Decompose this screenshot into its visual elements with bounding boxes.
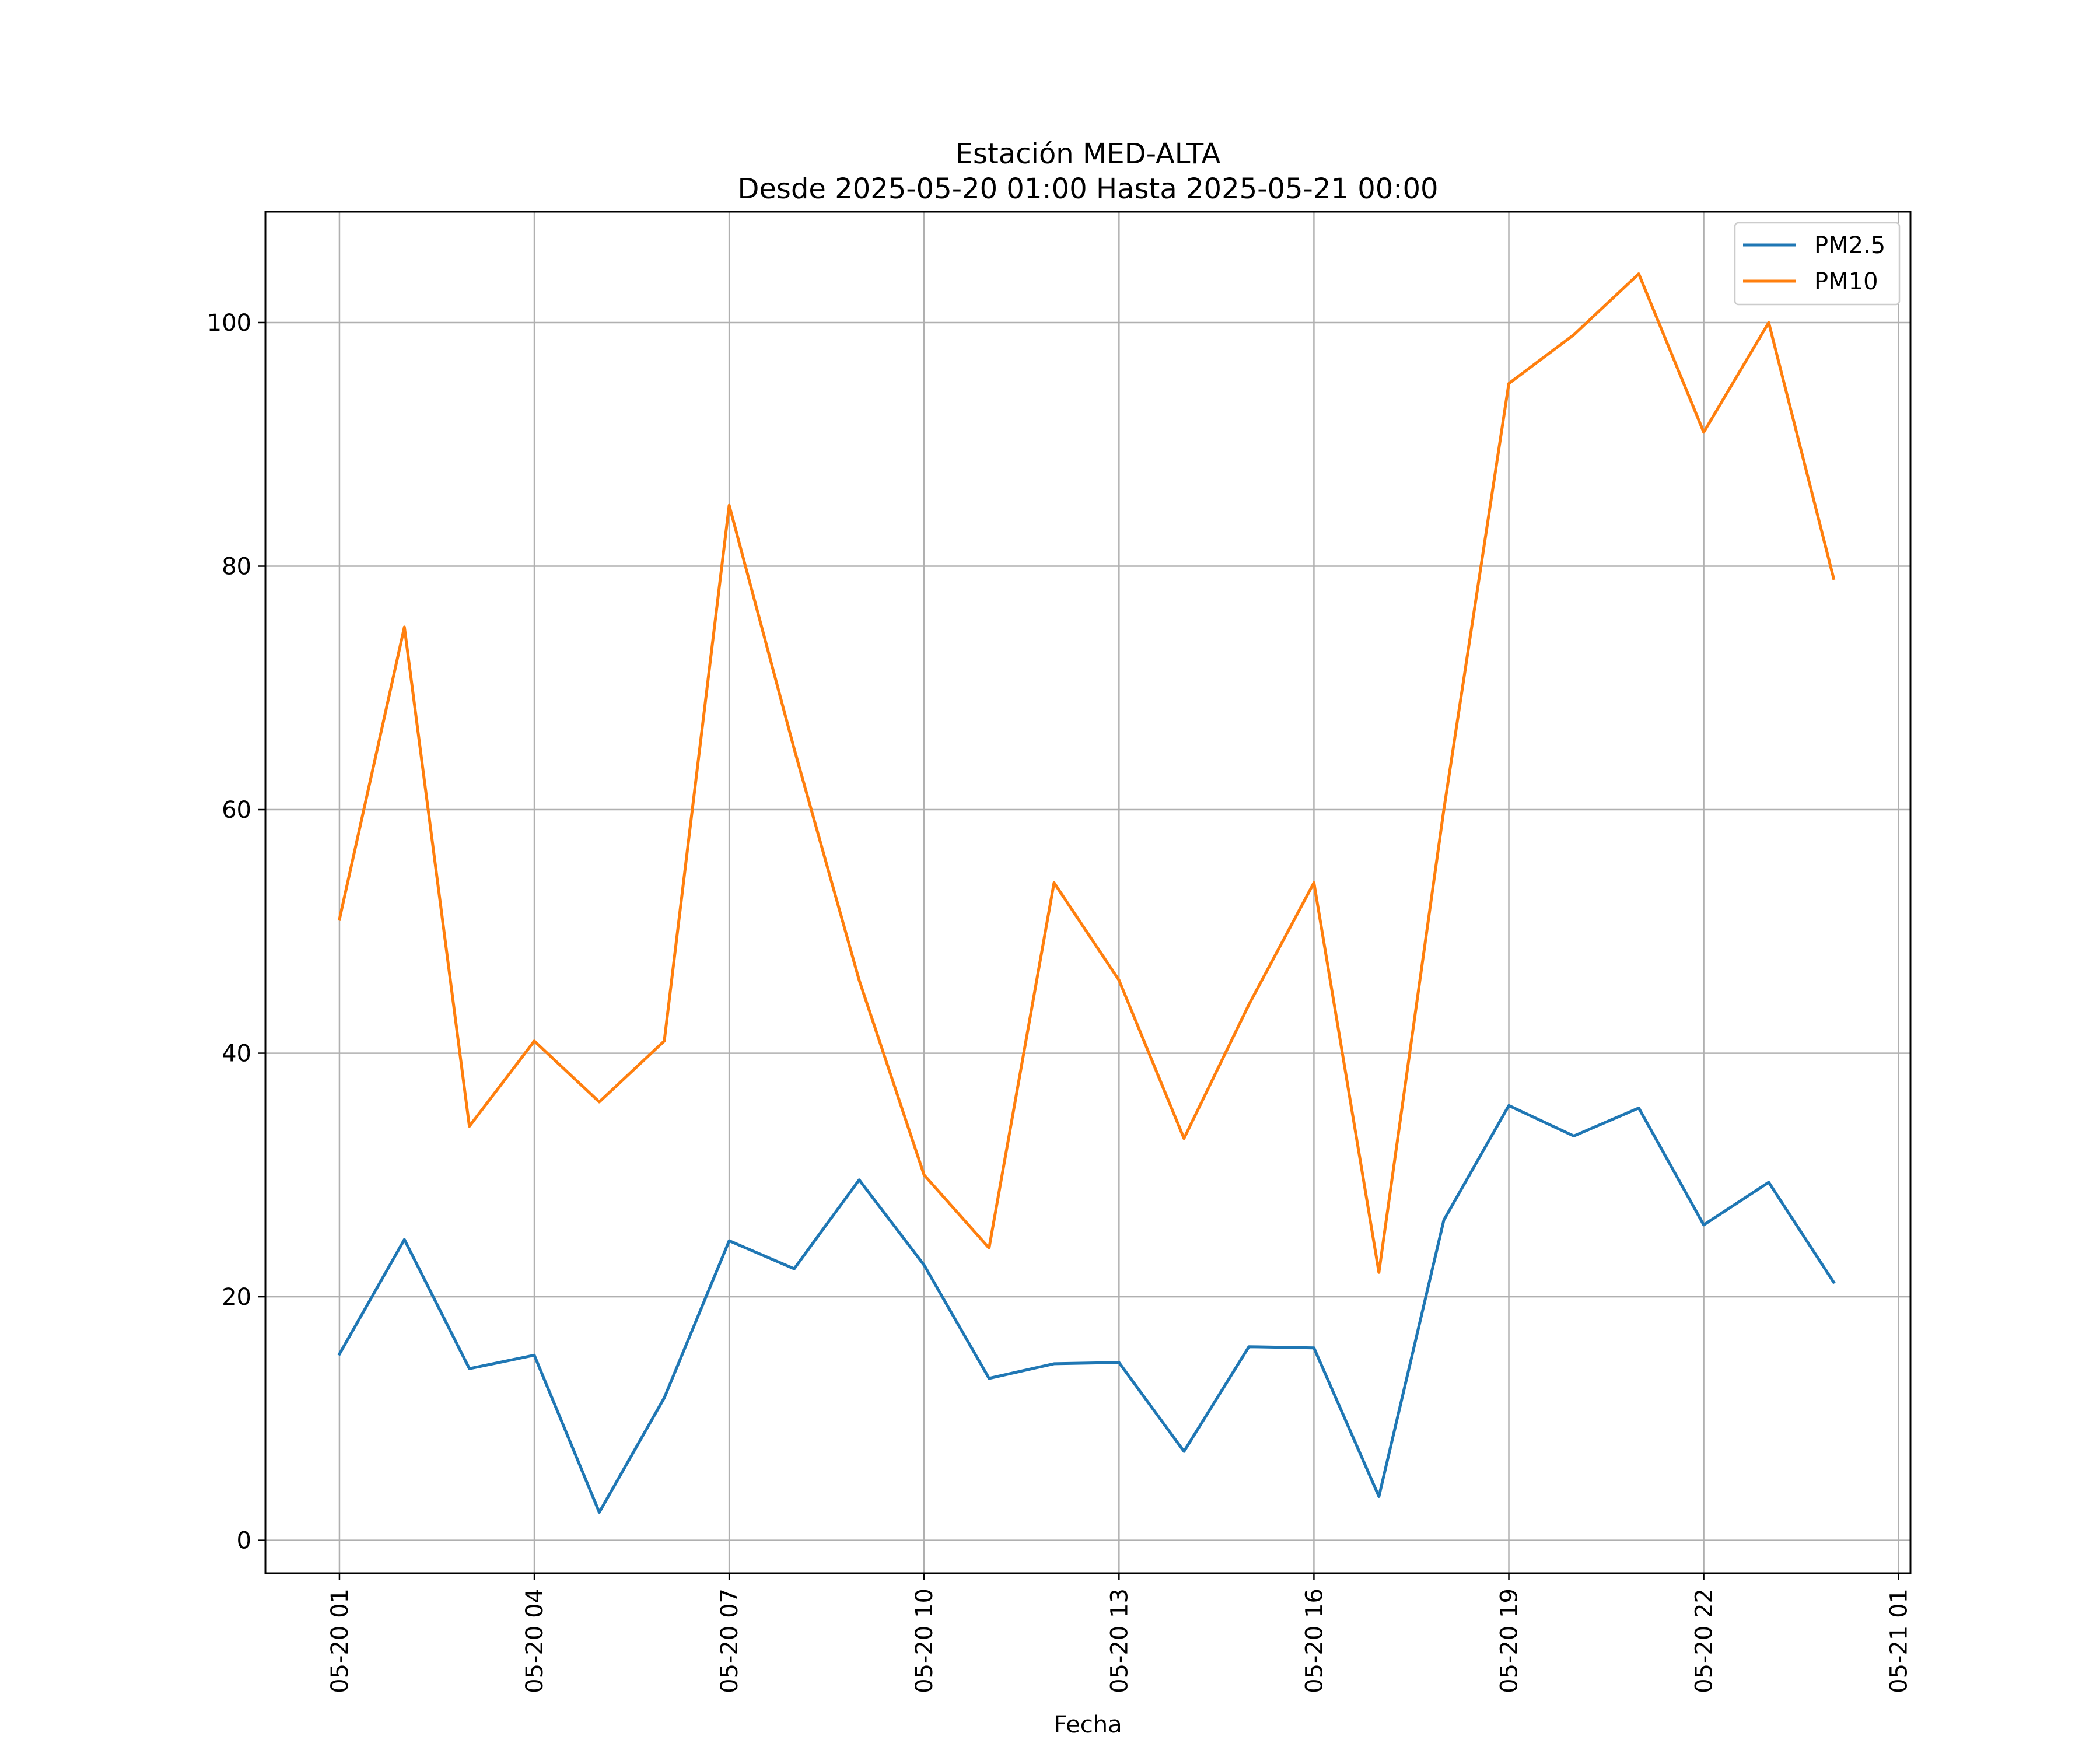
- x-tick-label: 05-20 19: [1496, 1588, 1523, 1693]
- grid-lines: [265, 212, 1910, 1573]
- series-lines: [337, 272, 1836, 1514]
- x-tick-label: 05-20 04: [522, 1588, 548, 1693]
- plot-frame: [264, 211, 1912, 1574]
- y-tick-label: 0: [237, 1528, 251, 1555]
- legend-label-pm25: PM2.5: [1814, 232, 1885, 259]
- series-line-pm10: [338, 272, 1836, 1274]
- chart-subtitle: Desde 2025-05-20 01:00 Hasta 2025-05-21 …: [737, 173, 1438, 205]
- series-line-pm25: [337, 1104, 1836, 1514]
- x-tick-label: 05-20 10: [911, 1588, 938, 1693]
- x-tick-label: 05-20 01: [327, 1588, 354, 1693]
- y-tick-label: 40: [222, 1041, 251, 1068]
- x-tick-label: 05-20 16: [1301, 1588, 1328, 1693]
- x-axis-label: Fecha: [1054, 1712, 1122, 1738]
- y-tick-label: 60: [222, 797, 251, 824]
- chart-title: Estación MED-ALTA: [956, 138, 1221, 170]
- y-tick-label: 100: [207, 310, 251, 337]
- x-tick-label: 05-20 22: [1691, 1588, 1718, 1693]
- legend: PM2.5 PM10: [1734, 222, 1901, 306]
- legend-label-pm10: PM10: [1814, 268, 1878, 295]
- x-tick-label: 05-20 07: [716, 1588, 743, 1693]
- x-tick-label: 05-20 13: [1106, 1588, 1133, 1693]
- legend-box: [1734, 222, 1901, 306]
- y-tick-label: 80: [222, 554, 251, 580]
- y-tick-label: 20: [222, 1284, 251, 1311]
- axis-ticks: 0 20 40 60 80 100 05-20 01 05-20 04 05-20 07 05-2…: [207, 310, 1913, 1693]
- x-tick-label: 05-21 01: [1886, 1588, 1913, 1693]
